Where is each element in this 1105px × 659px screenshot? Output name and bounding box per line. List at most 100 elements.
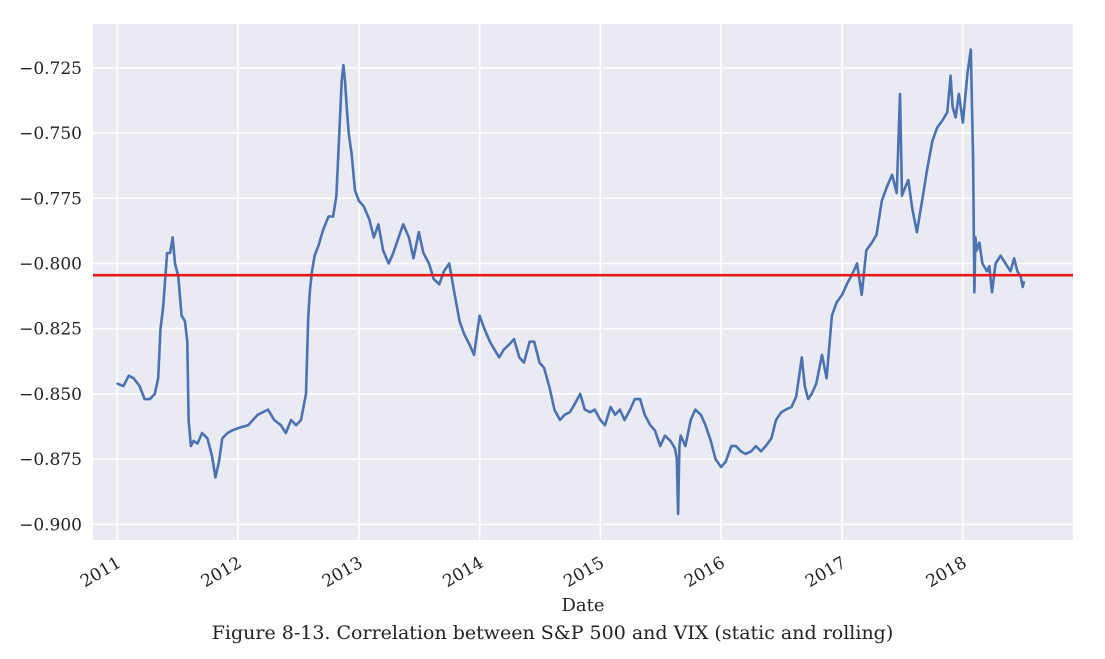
data-point [432, 278, 435, 280]
x-axis-title: Date [561, 595, 604, 616]
data-point [340, 80, 343, 82]
data-point [978, 241, 981, 244]
data-point [548, 387, 551, 390]
data-point [280, 424, 282, 427]
data-point [684, 445, 687, 447]
x-tick-label: 2016 [681, 553, 728, 592]
data-point [931, 140, 934, 142]
data-point [821, 353, 823, 356]
data-point [528, 340, 531, 343]
data-point [523, 361, 525, 364]
data-point [247, 424, 250, 427]
data-point [815, 382, 818, 385]
data-point [1021, 286, 1024, 288]
data-point [284, 432, 287, 434]
data-point [954, 116, 957, 119]
data-point [845, 283, 848, 286]
data-point [604, 424, 606, 427]
data-point [518, 356, 521, 359]
data-point [443, 270, 445, 273]
data-point [962, 121, 964, 124]
data-point [674, 447, 676, 450]
data-point [599, 419, 602, 421]
data-point [790, 406, 793, 408]
data-point [382, 249, 384, 252]
data-point [372, 236, 375, 239]
data-point [192, 440, 195, 442]
data-point [1004, 262, 1007, 265]
data-point [835, 301, 838, 304]
data-point [871, 241, 873, 244]
y-tick-label: −0.775 [19, 189, 82, 209]
data-point [760, 450, 762, 453]
x-tick-label: 2011 [77, 553, 124, 592]
data-point [974, 236, 977, 239]
x-tick-label: 2018 [923, 553, 970, 592]
data-point [911, 207, 914, 210]
data-point [538, 361, 541, 364]
data-point [478, 314, 481, 317]
data-point [810, 393, 813, 395]
data-point [332, 215, 334, 218]
data-point [795, 395, 798, 398]
data-point [387, 262, 390, 265]
data-point [1013, 257, 1015, 260]
data-point [313, 254, 316, 257]
data-point [785, 408, 787, 411]
data-point [559, 419, 561, 421]
data-point [358, 200, 360, 202]
data-point [502, 348, 505, 351]
data-point [875, 233, 878, 236]
data-point [709, 440, 712, 442]
data-point [1023, 280, 1025, 283]
data-point [428, 262, 430, 265]
data-point [180, 314, 183, 317]
data-point [973, 291, 976, 294]
y-tick-label: −0.875 [19, 450, 82, 470]
data-point [720, 466, 722, 468]
data-point [916, 231, 918, 234]
data-point [669, 440, 672, 442]
data-point [452, 288, 455, 291]
y-tick-label: −0.850 [19, 385, 82, 405]
rolling-correlation-series [116, 48, 1026, 516]
data-point [694, 408, 697, 411]
data-point [659, 445, 662, 447]
data-point [211, 455, 214, 458]
data-point [907, 179, 910, 181]
data-point [201, 432, 204, 434]
data-point [1016, 270, 1019, 273]
data-point [700, 413, 702, 416]
data-point [533, 340, 536, 343]
data-point [184, 320, 186, 322]
data-point [740, 450, 742, 453]
data-point [775, 419, 777, 421]
data-point [633, 398, 636, 400]
data-point [311, 270, 313, 273]
data-point [764, 445, 767, 447]
data-point [975, 249, 978, 252]
data-point [143, 398, 146, 400]
data-point [295, 424, 297, 427]
data-point [273, 419, 276, 421]
data-point [186, 340, 189, 343]
data-point [171, 236, 174, 239]
data-point [138, 385, 141, 387]
data-point [921, 197, 924, 200]
series-layer [116, 48, 1026, 516]
data-point [468, 343, 471, 346]
data-point [841, 293, 843, 296]
data-point [174, 262, 176, 265]
data-point [305, 393, 307, 395]
y-axis-ticks: −0.725 −0.750 −0.775 −0.800 −0.825 −0.850 −0.8… [19, 59, 82, 536]
data-point [614, 413, 617, 416]
data-point [714, 458, 717, 460]
data-point [807, 398, 809, 400]
data-point [412, 257, 415, 260]
data-point [214, 476, 217, 479]
data-point [958, 93, 960, 95]
data-point [593, 408, 596, 411]
data-point [643, 413, 646, 416]
data-point [159, 327, 162, 330]
